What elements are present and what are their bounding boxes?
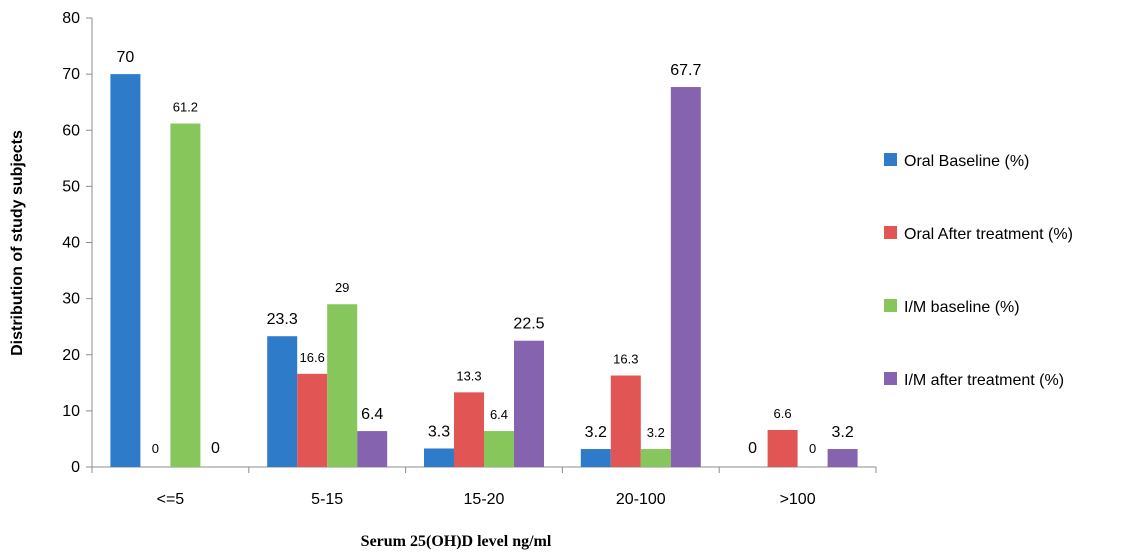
y-tick-label: 60 xyxy=(62,122,80,139)
data-label: 29 xyxy=(335,280,349,295)
legend: Oral Baseline (%) Oral After treatment (%… xyxy=(884,153,1073,389)
y-tick-label: 0 xyxy=(71,459,80,476)
y-tick-label: 70 xyxy=(62,66,80,83)
y-tick-label: 80 xyxy=(62,10,80,27)
legend-swatch xyxy=(884,299,897,312)
legend-entry-label: Oral After treatment (%) xyxy=(904,226,1073,243)
bar xyxy=(170,123,201,467)
bar xyxy=(827,449,858,467)
legend-entry-label: Oral Baseline (%) xyxy=(904,153,1029,170)
data-label: 22.5 xyxy=(513,316,544,333)
data-label: 3.2 xyxy=(647,425,665,440)
data-label: 0 xyxy=(152,441,159,456)
data-label: 67.7 xyxy=(670,62,701,79)
bar xyxy=(610,375,641,467)
data-label: 0 xyxy=(809,441,816,456)
bar xyxy=(327,304,358,467)
data-label: 3.3 xyxy=(428,423,450,440)
bar xyxy=(110,74,141,467)
axes: 0 10 20 30 40 50 60 70 80 <=5 5-15 15-20 20-100 >100 xyxy=(62,10,877,508)
x-tick-label: 5-15 xyxy=(311,491,343,508)
bar xyxy=(267,336,298,467)
bar xyxy=(357,431,388,467)
y-tick-label: 10 xyxy=(62,403,80,420)
data-label: 16.3 xyxy=(613,352,638,367)
bar xyxy=(484,431,514,467)
data-label: 6.6 xyxy=(774,406,792,421)
data-label: 16.6 xyxy=(300,350,325,365)
y-tick-label: 50 xyxy=(62,178,80,195)
data-label: 6.4 xyxy=(361,406,383,423)
data-label: 23.3 xyxy=(267,311,298,328)
y-axis-title: Distribution of study subjects xyxy=(9,130,26,356)
x-tick-label: <=5 xyxy=(157,491,185,508)
data-label: 6.4 xyxy=(490,407,508,422)
bar xyxy=(297,373,328,467)
legend-swatch xyxy=(884,153,897,166)
data-label: 61.2 xyxy=(173,100,198,115)
bar xyxy=(454,392,484,467)
bar xyxy=(767,429,798,467)
y-tick-label: 30 xyxy=(62,291,80,308)
legend-swatch xyxy=(884,372,897,385)
bar xyxy=(514,340,544,467)
legend-entry-label: I/M baseline (%) xyxy=(904,299,1020,316)
y-tick-label: 40 xyxy=(62,235,80,252)
x-tick-label: 20-100 xyxy=(616,491,666,508)
x-axis-title: Serum 25(OH)D level ng/ml xyxy=(361,533,552,550)
legend-entry-label: I/M after treatment (%) xyxy=(904,372,1064,389)
bars-group xyxy=(110,74,858,467)
data-label: 3.2 xyxy=(831,424,853,441)
bar xyxy=(640,449,671,467)
x-tick-label: 15-20 xyxy=(464,491,505,508)
bar xyxy=(424,448,454,467)
y-tick-label: 20 xyxy=(62,347,80,364)
data-labels-group: 70 23.3 3.3 3.2 0 0 16.6 13.3 16.3 6.6 61.2 29 6.4 3.… xyxy=(117,49,854,457)
x-tick-label: >100 xyxy=(780,491,816,508)
bar xyxy=(670,87,701,467)
data-label: 3.2 xyxy=(585,424,607,441)
legend-swatch xyxy=(884,226,897,239)
data-label: 70 xyxy=(117,49,135,66)
data-label: 13.3 xyxy=(456,368,481,383)
bar xyxy=(580,449,611,467)
data-label: 0 xyxy=(748,440,757,457)
data-label: 0 xyxy=(211,440,220,457)
